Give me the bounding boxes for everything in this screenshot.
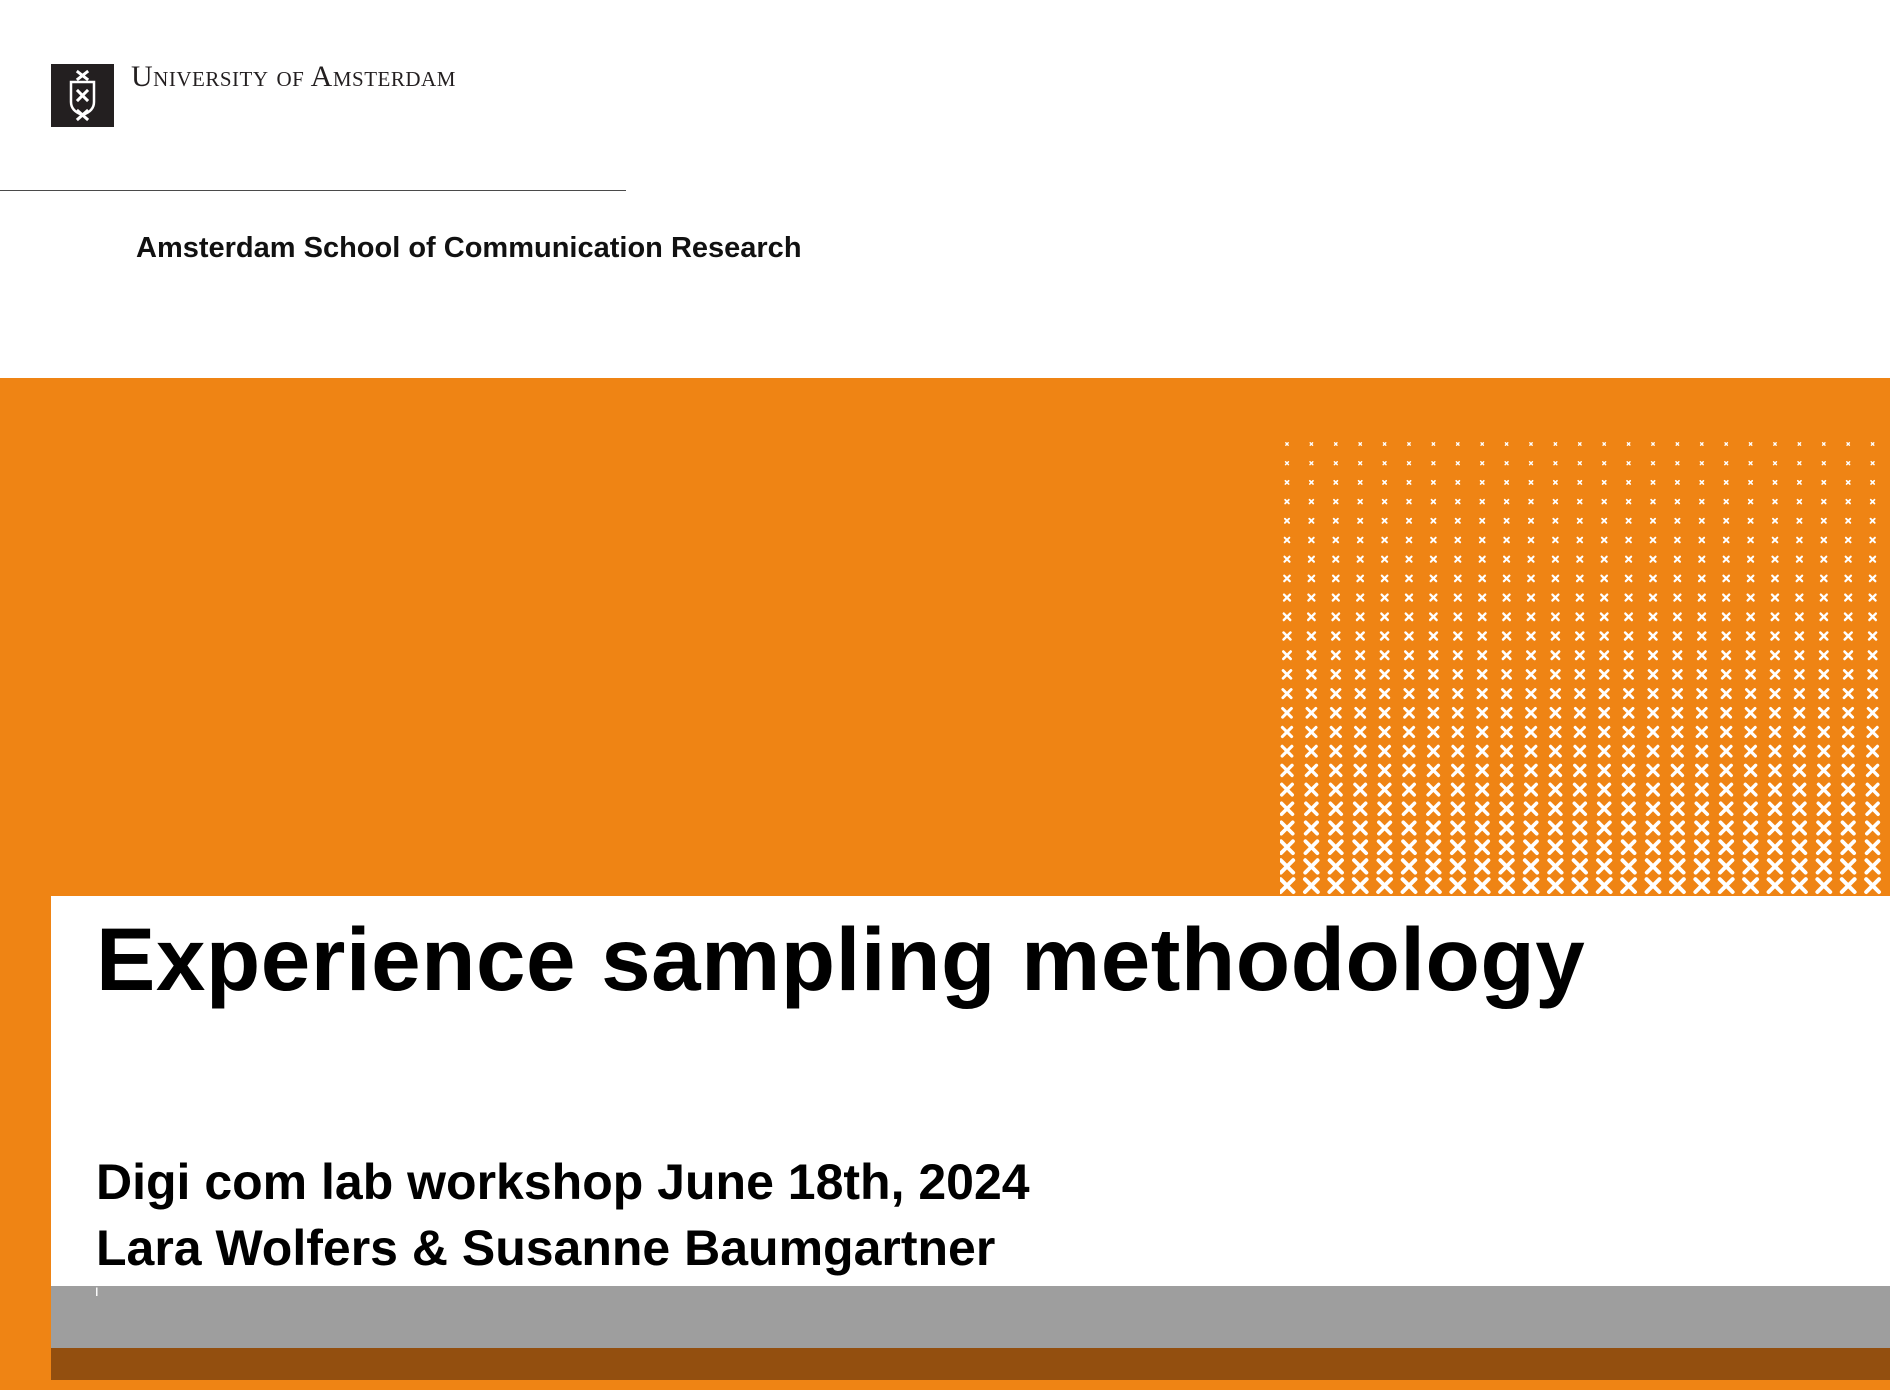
footer-brown-bar	[51, 1348, 1890, 1380]
slide-subtitle-event: Digi com lab workshop June 18th, 2024	[96, 1154, 1030, 1210]
footer-grey-bar	[51, 1286, 1890, 1348]
university-name: University of Amsterdam	[131, 60, 456, 93]
footer-marker: i	[95, 1283, 99, 1300]
school-name: Amsterdam School of Communication Resear…	[136, 232, 802, 264]
slide-subtitle-authors: Lara Wolfers & Susanne Baumgartner	[96, 1220, 996, 1276]
uva-logo-icon	[51, 64, 114, 127]
header-divider	[0, 190, 626, 191]
title-panel	[51, 896, 1890, 1286]
uva-crest-icon	[69, 69, 96, 122]
slide-title: Experience sampling methodology	[96, 909, 1586, 1009]
cross-pattern-decoration	[1280, 442, 1881, 894]
